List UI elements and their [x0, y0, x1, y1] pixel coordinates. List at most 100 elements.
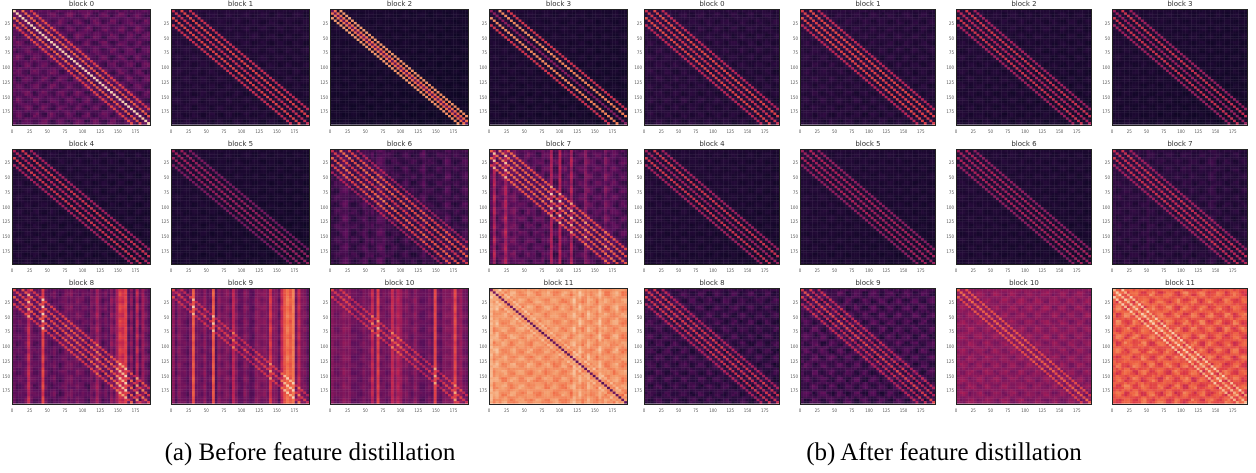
x-tick-label: 75	[58, 129, 72, 134]
y-tick-label: 50	[1100, 36, 1110, 41]
block-title: block 3	[1112, 0, 1248, 9]
attention-map	[800, 9, 936, 126]
y-tick-label: 100	[477, 66, 487, 70]
heatmap-block-4: block 4 25 50 75 100 125 150 175 0 25 50 75 100 125 15…	[632, 140, 780, 278]
x-tick-label: 100	[862, 129, 876, 134]
y-tick-label: 100	[632, 345, 642, 349]
heatmap-block-2: block 2 25 50 75 100 125 150 175 0 25 50 75 100 125 15…	[944, 0, 1092, 138]
y-tick-label: 25	[159, 300, 169, 305]
attention-map	[12, 148, 151, 265]
y-tick-label: 125	[632, 359, 642, 364]
y-tick-label: 75	[477, 330, 487, 334]
x-tick-label: 75	[845, 129, 859, 134]
x-tick-label: 0	[637, 408, 651, 413]
x-tick-label: 50	[984, 129, 998, 134]
y-tick-label: 150	[1100, 95, 1110, 100]
panel-after: block 0 25 50 75 100 125 150 175 0 25 50 75 100 125 15…	[632, 0, 1256, 473]
y-tick-label: 75	[0, 190, 10, 195]
block-title: block 5	[800, 140, 936, 149]
heatmap-block-6: block 6 25 50 75 100 125 150 175 0 25 50 75 100 125 15…	[944, 140, 1092, 278]
heatmap-block-1: block 1 25 50 75 100 125 150 175 0 25 50 75 100 125 15…	[788, 0, 936, 138]
y-tick-label: 25	[477, 300, 487, 305]
x-tick-label: 100	[394, 269, 408, 273]
attention-map	[330, 288, 469, 405]
x-tick-label: 125	[1191, 408, 1205, 413]
x-tick-label: 0	[793, 269, 807, 273]
y-tick-label: 125	[944, 220, 954, 224]
x-tick-label: 150	[270, 269, 284, 273]
block-title: block 1	[171, 0, 310, 9]
x-tick-label: 100	[862, 269, 876, 273]
y-tick-label: 150	[944, 374, 954, 379]
x-tick-label: 150	[897, 269, 911, 273]
x-tick-label: 150	[897, 129, 911, 134]
y-tick-label: 100	[0, 205, 10, 210]
y-tick-label: 125	[318, 80, 328, 85]
y-tick-label: 175	[159, 110, 169, 114]
x-tick-label: 150	[588, 269, 602, 273]
y-tick-label: 175	[159, 389, 169, 393]
y-tick-label: 125	[632, 80, 642, 85]
x-tick-label: 75	[376, 129, 390, 134]
y-tick-label: 50	[1100, 315, 1110, 320]
x-tick-label: 125	[252, 269, 266, 273]
x-tick-label: 75	[217, 269, 231, 273]
y-tick-label: 125	[944, 80, 954, 85]
x-tick-label: 25	[966, 269, 980, 273]
y-tick-label: 75	[318, 51, 328, 55]
x-tick-label: 0	[323, 408, 337, 413]
block-title: block 11	[489, 279, 628, 288]
y-tick-label: 125	[477, 359, 487, 364]
y-tick-label: 100	[318, 345, 328, 349]
x-tick-label: 50	[517, 129, 531, 134]
x-tick-label: 25	[341, 129, 355, 134]
x-tick-label: 125	[411, 408, 425, 413]
block-title: block 10	[956, 279, 1092, 288]
y-tick-label: 150	[1100, 235, 1110, 239]
y-tick-label: 75	[0, 330, 10, 334]
x-tick-label: 25	[23, 408, 37, 413]
heatmap-block-5: block 5 25 50 75 100 125 150 175 0 25 50 75 100 125 15…	[159, 140, 310, 278]
block-title: block 8	[12, 279, 151, 288]
attention-map	[644, 288, 780, 405]
y-tick-label: 75	[788, 330, 798, 334]
x-tick-label: 50	[199, 129, 213, 134]
y-tick-label: 25	[159, 21, 169, 26]
y-tick-label: 75	[159, 51, 169, 55]
block-title: block 0	[12, 0, 151, 9]
x-tick-label: 100	[235, 129, 249, 134]
x-tick-label: 0	[949, 129, 963, 134]
x-tick-label: 25	[1122, 408, 1136, 413]
x-tick-label: 175	[1070, 269, 1084, 273]
x-tick-label: 125	[93, 408, 107, 413]
x-tick-label: 0	[482, 408, 496, 413]
block-title: block 8	[644, 279, 780, 288]
y-tick-label: 125	[318, 359, 328, 364]
x-tick-label: 75	[58, 408, 72, 413]
y-tick-label: 100	[788, 205, 798, 210]
x-tick-label: 150	[741, 269, 755, 273]
x-tick-label: 175	[128, 129, 142, 134]
attention-map	[1112, 148, 1248, 265]
heatmap-block-7: block 7 25 50 75 100 125 150 175 0 25 50 75 100 125 15…	[477, 140, 628, 278]
x-tick-label: 150	[270, 408, 284, 413]
x-tick-label: 0	[1105, 408, 1119, 413]
x-tick-label: 75	[376, 408, 390, 413]
heatmap-block-4: block 4 25 50 75 100 125 150 175 0 25 50 75 100 125 15…	[0, 140, 151, 278]
heatmap-block-0: block 0 25 50 75 100 125 150 175 0 25 50 75 100 125 15…	[632, 0, 780, 138]
y-tick-label: 150	[477, 374, 487, 379]
heatmap-block-3: block 3 25 50 75 100 125 150 175 0 25 50 75 100 125 15…	[477, 0, 628, 138]
y-tick-label: 125	[0, 80, 10, 85]
y-tick-label: 25	[0, 21, 10, 26]
block-title: block 7	[1112, 140, 1248, 149]
attention-map	[171, 288, 310, 405]
x-tick-label: 25	[182, 269, 196, 273]
x-tick-label: 25	[654, 408, 668, 413]
x-tick-label: 50	[672, 269, 686, 273]
y-tick-label: 75	[632, 190, 642, 195]
heatmap-block-0: block 0 25 50 75 100 125 150 175 0 25 50 75 100 125 15…	[0, 0, 151, 138]
x-tick-label: 0	[323, 269, 337, 273]
x-tick-label: 75	[1157, 269, 1171, 273]
x-tick-label: 125	[723, 269, 737, 273]
x-tick-label: 50	[40, 269, 54, 273]
